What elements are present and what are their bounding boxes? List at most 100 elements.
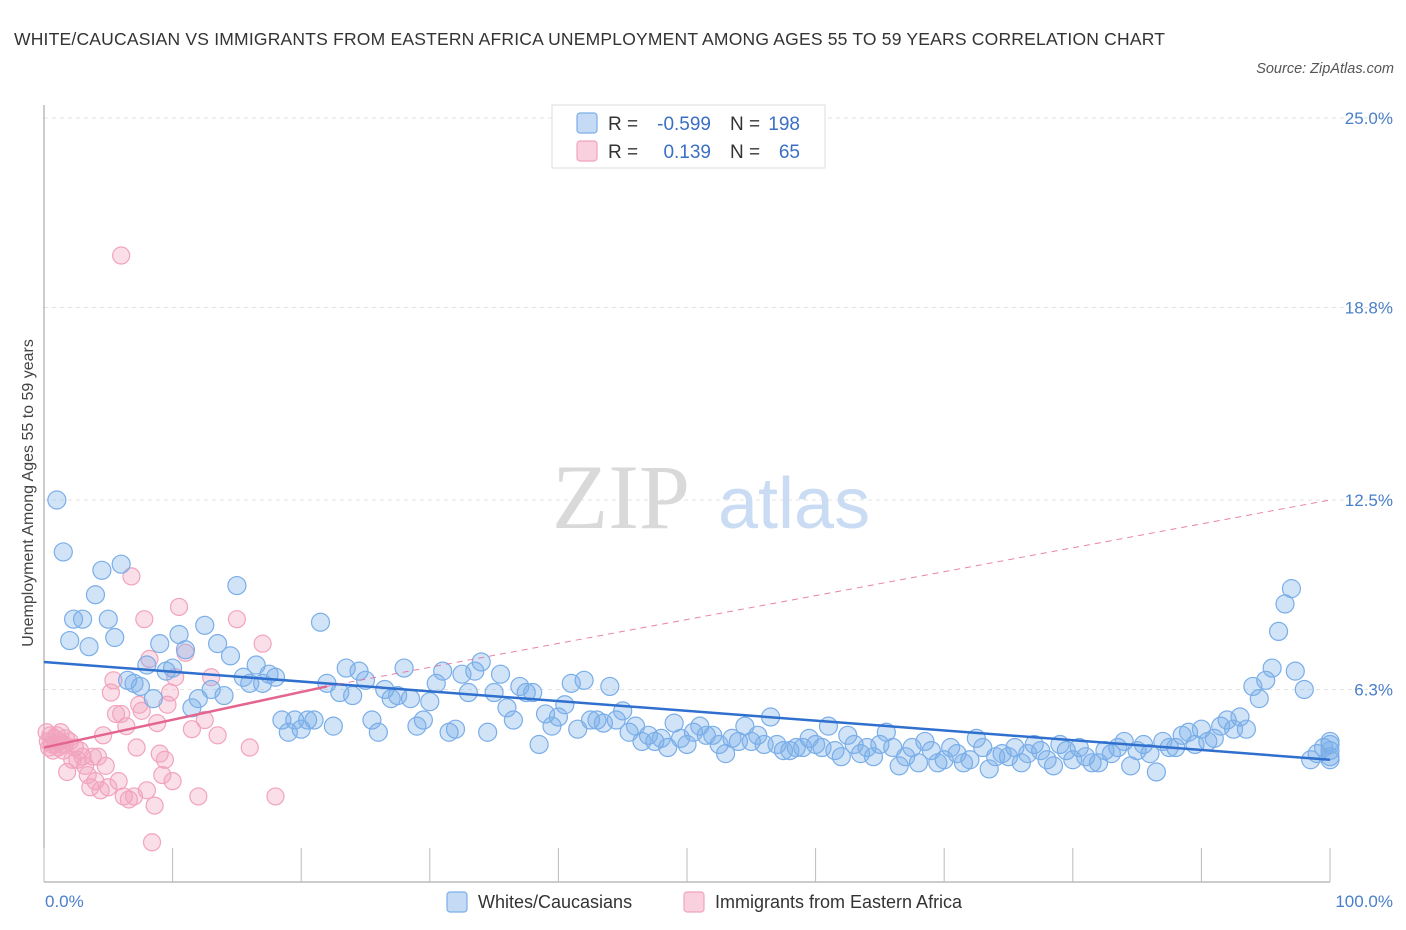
trend-lines bbox=[43, 499, 1331, 762]
point-whites-50 bbox=[368, 722, 388, 742]
point-eastern-africa-68 bbox=[253, 634, 272, 653]
point-whites-46 bbox=[343, 685, 363, 706]
watermark-zip: ZIP bbox=[552, 446, 690, 548]
x-tick-label-min: 0.0% bbox=[45, 892, 84, 911]
point-eastern-africa-65 bbox=[208, 726, 227, 745]
point-whites-185 bbox=[1236, 719, 1257, 739]
point-whites-43 bbox=[323, 716, 343, 736]
point-whites-67 bbox=[478, 722, 498, 742]
y-axis-label: Unemployment Among Ages 55 to 59 years bbox=[20, 339, 37, 647]
point-eastern-africa-70 bbox=[112, 246, 131, 265]
source-label: Source: ZipAtlas.com bbox=[1256, 61, 1394, 77]
bottom-legend-label-whites: Whites/Caucasians bbox=[478, 892, 632, 912]
point-whites-27 bbox=[220, 646, 241, 666]
point-whites-69 bbox=[490, 664, 511, 684]
point-eastern-africa-41 bbox=[122, 567, 141, 586]
point-eastern-africa-69 bbox=[266, 787, 285, 806]
point-whites-1 bbox=[53, 542, 73, 562]
legend-r-value-1: -0.599 bbox=[657, 114, 711, 135]
point-eastern-africa-56 bbox=[160, 683, 180, 702]
point-whites-70 bbox=[497, 698, 517, 718]
point-eastern-africa-32 bbox=[99, 778, 118, 797]
point-whites-142 bbox=[960, 750, 980, 770]
point-whites-66 bbox=[471, 652, 491, 672]
point-whites-188 bbox=[1256, 670, 1276, 690]
point-whites-39 bbox=[298, 710, 318, 730]
point-eastern-africa-47 bbox=[137, 781, 156, 800]
point-whites-34 bbox=[265, 667, 286, 687]
watermark-atlas: atlas bbox=[718, 464, 870, 544]
point-eastern-africa-54 bbox=[155, 750, 174, 769]
point-whites-74 bbox=[523, 682, 543, 703]
point-whites-155 bbox=[1043, 756, 1064, 776]
series-whites-points bbox=[47, 490, 1340, 782]
point-whites-2 bbox=[60, 630, 80, 651]
point-whites-187 bbox=[1249, 689, 1269, 709]
trend-line-eastern-africa-extended bbox=[326, 499, 1331, 687]
point-eastern-africa-40 bbox=[119, 790, 138, 809]
point-whites-171 bbox=[1146, 762, 1166, 782]
bottom-legend-swatch-blue bbox=[446, 891, 468, 913]
bottom-legend: Whites/Caucasians Immigrants from Easter… bbox=[446, 891, 963, 913]
point-whites-68 bbox=[484, 682, 504, 703]
y-tick-label-1: 12.5% bbox=[1345, 491, 1393, 510]
point-whites-82 bbox=[574, 670, 594, 690]
point-eastern-africa-50 bbox=[145, 796, 164, 815]
x-tick-label-max: 100.0% bbox=[1335, 892, 1393, 911]
point-eastern-africa-35 bbox=[106, 704, 126, 724]
chart-title: WHITE/CAUCASIAN VS IMMIGRANTS FROM EASTE… bbox=[14, 29, 1166, 49]
point-whites-189 bbox=[1262, 658, 1282, 678]
point-whites-194 bbox=[1294, 679, 1314, 700]
point-eastern-africa-45 bbox=[132, 701, 151, 720]
grid-lines bbox=[44, 117, 1392, 690]
point-eastern-africa-59 bbox=[169, 597, 189, 617]
x-tick-marks bbox=[43, 848, 1331, 882]
point-whites-57 bbox=[413, 710, 433, 730]
point-eastern-africa-67 bbox=[240, 738, 259, 757]
point-eastern-africa-36 bbox=[109, 772, 128, 791]
legend-n-label-1: N = bbox=[730, 114, 760, 135]
point-whites-161 bbox=[1082, 753, 1102, 773]
trend-line-whites bbox=[43, 660, 1331, 762]
point-whites-75 bbox=[529, 734, 549, 755]
point-eastern-africa-38 bbox=[114, 787, 133, 806]
point-whites-5 bbox=[79, 637, 99, 657]
point-whites-193 bbox=[1285, 661, 1305, 681]
point-whites-23 bbox=[195, 615, 215, 635]
point-whites-49 bbox=[362, 710, 382, 730]
point-whites-41 bbox=[310, 612, 331, 632]
point-whites-58 bbox=[420, 692, 440, 712]
point-eastern-africa-49 bbox=[142, 833, 162, 852]
point-whites-202 bbox=[1320, 734, 1340, 755]
point-whites-9 bbox=[105, 627, 125, 648]
point-whites-192 bbox=[1281, 579, 1302, 599]
legend-r-label-2: R = bbox=[608, 142, 638, 163]
point-whites-0 bbox=[47, 490, 67, 510]
y-tick-label-3: 25.0% bbox=[1345, 109, 1393, 128]
point-whites-4 bbox=[72, 609, 93, 629]
point-whites-73 bbox=[516, 682, 536, 703]
point-whites-18 bbox=[163, 658, 183, 678]
point-whites-20 bbox=[175, 640, 196, 660]
point-eastern-africa-26 bbox=[83, 747, 102, 766]
point-whites-122 bbox=[831, 747, 851, 767]
point-whites-7 bbox=[92, 560, 112, 580]
legend-swatch-blue bbox=[576, 112, 598, 134]
point-whites-55 bbox=[400, 689, 421, 709]
point-whites-15 bbox=[143, 689, 163, 709]
point-whites-98 bbox=[677, 734, 697, 755]
point-whites-25 bbox=[208, 634, 228, 654]
point-whites-86 bbox=[600, 676, 620, 697]
point-eastern-africa-61 bbox=[182, 720, 201, 739]
point-whites-60 bbox=[433, 661, 453, 681]
point-whites-145 bbox=[979, 759, 999, 779]
point-whites-48 bbox=[355, 670, 376, 690]
bottom-legend-swatch-pink bbox=[683, 891, 705, 913]
point-whites-62 bbox=[445, 719, 466, 739]
point-whites-170 bbox=[1140, 744, 1160, 764]
point-whites-28 bbox=[227, 575, 247, 596]
point-whites-10 bbox=[111, 554, 131, 574]
point-eastern-africa-34 bbox=[104, 671, 123, 690]
point-whites-26 bbox=[214, 685, 234, 706]
